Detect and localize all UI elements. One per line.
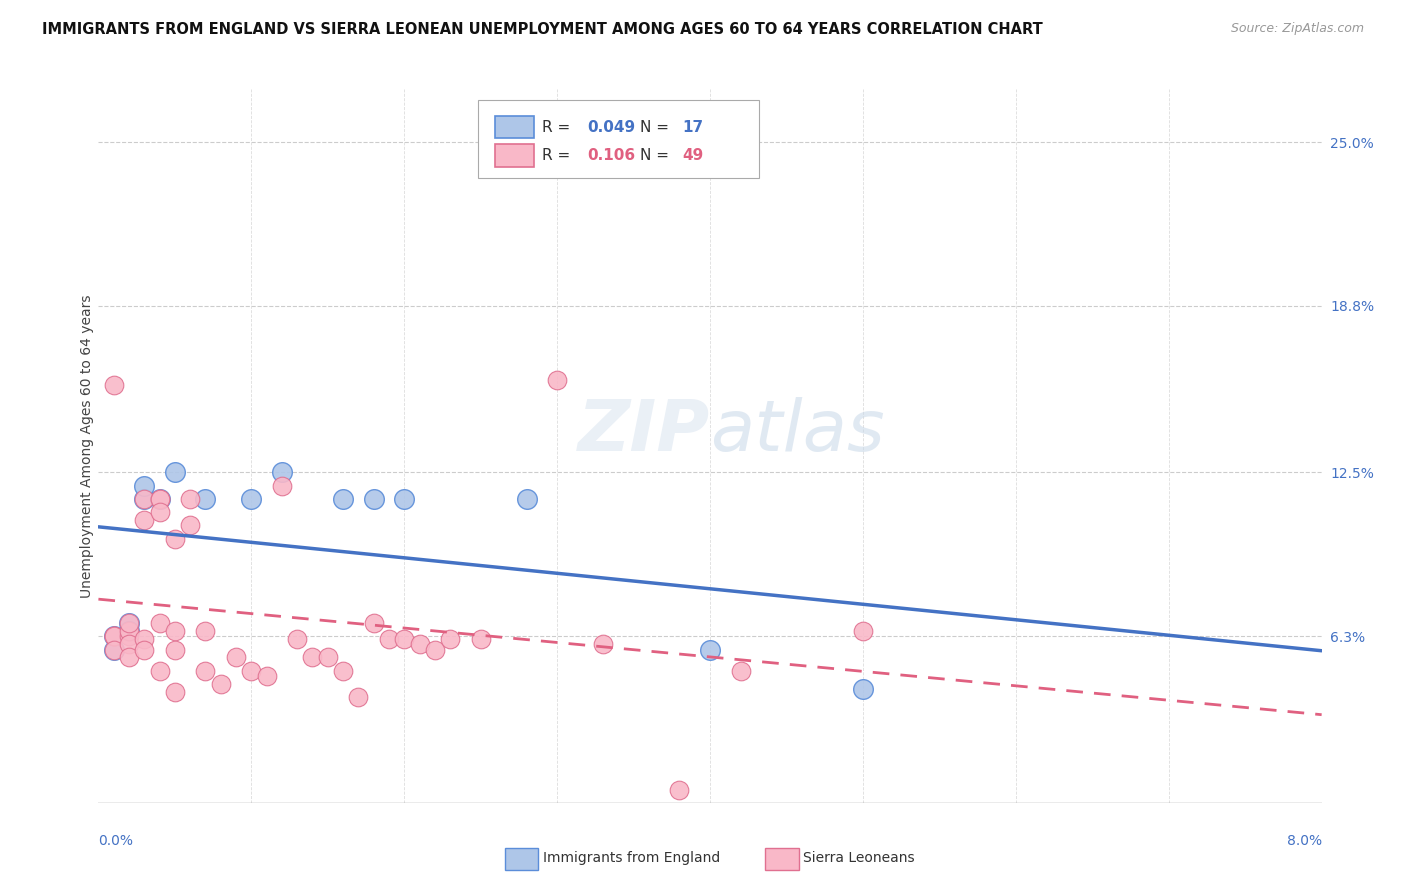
Text: N =: N = (640, 120, 675, 135)
Point (363, 616, 385, 631)
Point (423, 642, 446, 657)
Point (668, 782, 690, 797)
Point (347, 690, 370, 704)
Point (730, 664, 752, 678)
Point (270, 466, 294, 480)
Point (256, 669, 278, 683)
Point (149, 505, 172, 519)
Point (118, 629, 141, 643)
Point (149, 664, 172, 678)
Point (592, 637, 614, 651)
Point (149, 616, 172, 631)
Text: 49: 49 (682, 148, 703, 163)
Point (209, 677, 232, 691)
Point (516, 491, 538, 506)
Point (103, 629, 125, 643)
Point (546, 373, 568, 387)
Point (118, 650, 141, 665)
Point (392, 632, 416, 646)
Text: R =: R = (543, 148, 575, 163)
Point (270, 478, 294, 492)
Point (378, 632, 401, 646)
Point (103, 629, 125, 643)
Point (103, 642, 125, 657)
Point (149, 491, 172, 506)
Text: 0.049: 0.049 (588, 120, 636, 135)
FancyBboxPatch shape (495, 116, 534, 138)
Point (194, 624, 217, 638)
Text: 17: 17 (682, 120, 703, 135)
Point (852, 682, 875, 697)
Point (134, 513, 156, 527)
Text: N =: N = (640, 148, 675, 163)
Text: IMMIGRANTS FROM ENGLAND VS SIERRA LEONEAN UNEMPLOYMENT AMONG AGES 60 TO 64 YEARS: IMMIGRANTS FROM ENGLAND VS SIERRA LEONEA… (42, 22, 1043, 37)
Point (179, 518, 201, 533)
Point (118, 624, 141, 638)
Point (363, 491, 385, 506)
Point (332, 491, 354, 506)
Text: Sierra Leoneans: Sierra Leoneans (803, 851, 914, 865)
Point (134, 632, 156, 646)
Point (103, 629, 125, 643)
Point (285, 632, 308, 646)
Point (163, 532, 186, 546)
Text: Immigrants from England: Immigrants from England (543, 851, 720, 865)
Text: 0.0%: 0.0% (98, 834, 134, 848)
Text: Source: ZipAtlas.com: Source: ZipAtlas.com (1230, 22, 1364, 36)
Point (103, 378, 125, 392)
Point (118, 616, 141, 631)
Point (118, 616, 141, 631)
Text: R =: R = (543, 120, 575, 135)
Point (699, 642, 721, 657)
Point (240, 664, 263, 678)
Text: 0.106: 0.106 (588, 148, 636, 163)
Point (163, 642, 186, 657)
Point (852, 624, 875, 638)
Point (118, 624, 141, 638)
Point (316, 650, 339, 665)
Point (134, 491, 156, 506)
Text: atlas: atlas (710, 397, 884, 467)
Point (134, 491, 156, 506)
Point (225, 650, 247, 665)
Point (149, 491, 172, 506)
Point (134, 478, 156, 492)
Point (134, 642, 156, 657)
Point (439, 632, 461, 646)
Point (103, 629, 125, 643)
Point (163, 624, 186, 638)
Point (301, 650, 323, 665)
Text: ZIP: ZIP (578, 397, 710, 467)
Point (332, 664, 354, 678)
Point (149, 491, 172, 506)
Point (194, 491, 217, 506)
Point (103, 642, 125, 657)
Point (163, 466, 186, 480)
Point (194, 664, 217, 678)
Text: 8.0%: 8.0% (1286, 834, 1322, 848)
Point (179, 491, 201, 506)
FancyBboxPatch shape (478, 100, 759, 178)
FancyBboxPatch shape (495, 145, 534, 167)
Point (470, 632, 492, 646)
Point (118, 637, 141, 651)
Point (163, 685, 186, 699)
Y-axis label: Unemployment Among Ages 60 to 64 years: Unemployment Among Ages 60 to 64 years (80, 294, 94, 598)
Point (392, 491, 416, 506)
Point (240, 491, 263, 506)
Point (408, 637, 430, 651)
